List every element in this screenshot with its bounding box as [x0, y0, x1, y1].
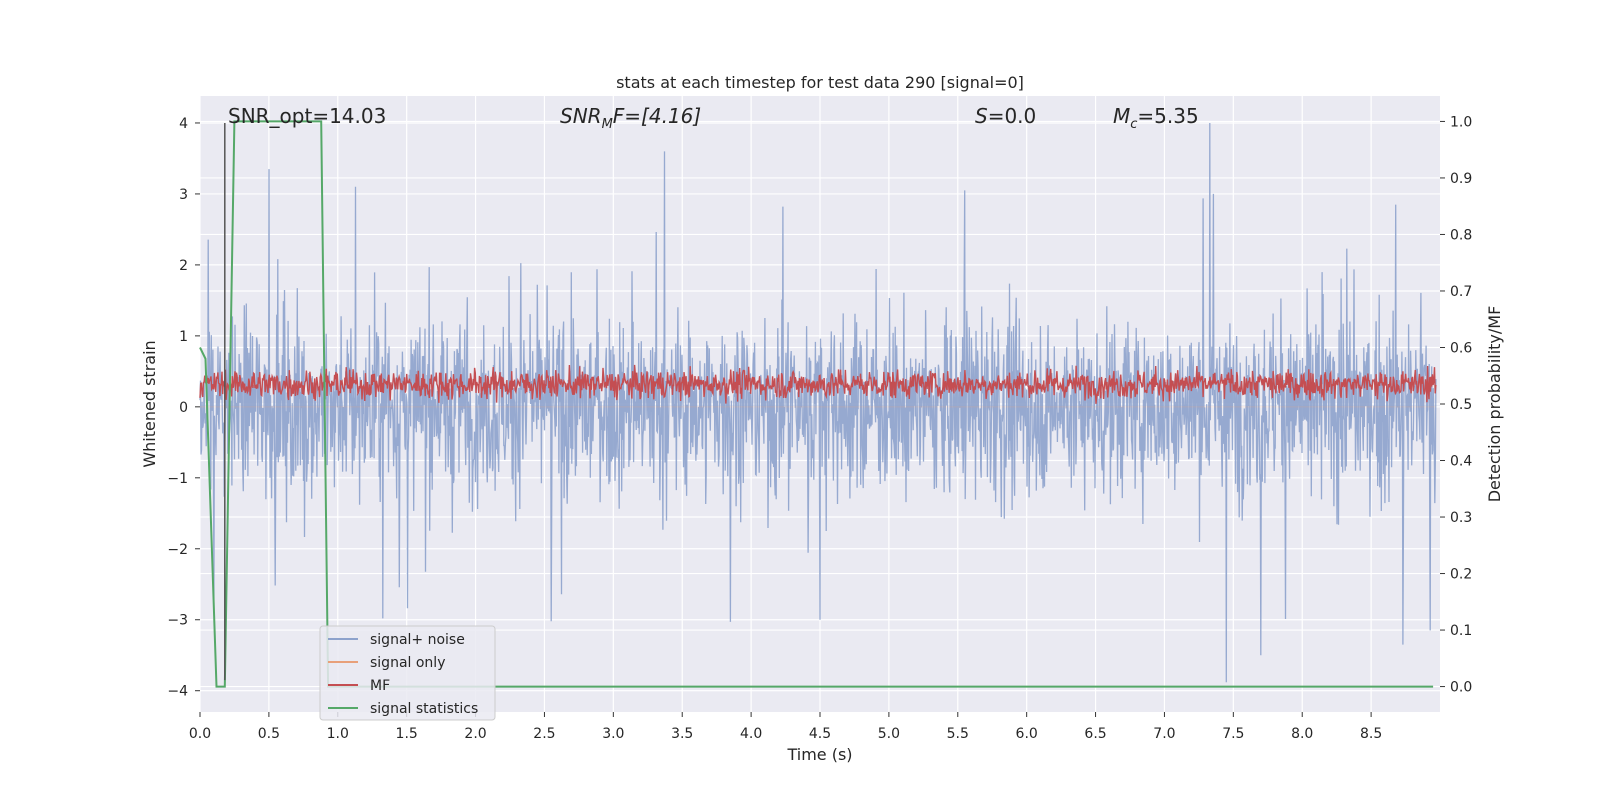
x-tick-label: 4.5: [809, 726, 831, 742]
annotation-mc-symbol: M: [1113, 104, 1130, 128]
annotation-snr-opt: SNR_opt=14.03: [228, 104, 386, 128]
x-tick-label: 8.0: [1291, 726, 1313, 742]
x-tick-label: 4.0: [740, 726, 762, 742]
x-tick-label: 3.0: [602, 726, 624, 742]
chart-title: stats at each timestep for test data 290…: [616, 73, 1024, 92]
y2-tick-label: 0.6: [1450, 340, 1472, 356]
series-signal-statistics: [199, 120, 1434, 688]
legend-box: [319, 625, 496, 721]
y-axis-ticks: 4 3 2 1 0 −1 −2 −3 −4: [167, 116, 200, 700]
y2-tick-label: 0.7: [1450, 284, 1472, 300]
x-tick-label: 5.0: [878, 726, 900, 742]
x-tick-label: 2.0: [464, 726, 486, 742]
annotation-s-symbol: S: [975, 104, 988, 128]
y2-tick-label: 1.0: [1450, 114, 1472, 130]
y2-tick-label: 0.2: [1450, 567, 1472, 583]
x-tick-label: 1.0: [327, 726, 349, 742]
x-tick-label: 0.0: [189, 726, 211, 742]
y2-tick-label: 0.9: [1450, 171, 1472, 187]
series-mf: [199, 364, 1437, 404]
y-tick-label: 4: [179, 116, 188, 132]
x-tick-label: 6.0: [1016, 726, 1038, 742]
y2-tick-label: 0.1: [1450, 623, 1472, 639]
line-mf: [199, 364, 1437, 404]
y2-tick-label: 0.3: [1450, 510, 1472, 526]
annotation-mc-subscript: c: [1130, 117, 1137, 132]
annotation-snr-mf-value: F=[4.16]: [613, 104, 701, 128]
legend-label-mf: MF: [370, 678, 390, 694]
x-axis-label: Time (s): [786, 745, 852, 764]
legend-label-signal: signal only: [370, 655, 445, 671]
y2-tick-label: 0.8: [1450, 227, 1472, 243]
y-tick-label: 0: [179, 400, 188, 416]
x-tick-label: 2.5: [533, 726, 555, 742]
line-signal-statistics: [199, 120, 1434, 688]
y-tick-label: −2: [167, 542, 188, 558]
y-tick-label: 2: [179, 258, 188, 274]
annotation-snr-mf-subscript: M: [602, 117, 613, 132]
y2-axis-label: Detection probability/MF: [1485, 306, 1504, 503]
x-tick-label: 6.5: [1084, 726, 1106, 742]
legend-label-noise: signal+ noise: [370, 632, 465, 648]
x-tick-label: 1.5: [396, 726, 418, 742]
y2-tick-label: 0.5: [1450, 397, 1472, 413]
y2-axis-ticks: 1.0 0.9 0.8 0.7 0.6 0.5 0.4 0.3 0.2 0.1 0.0: [1440, 114, 1472, 696]
x-tick-label: 5.5: [947, 726, 969, 742]
y-tick-label: −4: [167, 684, 188, 700]
plot-area: [199, 96, 1440, 712]
annotation-mc-value: =5.35: [1137, 104, 1198, 128]
y-tick-label: 3: [179, 187, 188, 203]
y-tick-label: −3: [167, 613, 188, 629]
y2-tick-label: 0.4: [1450, 454, 1472, 470]
series-signal-noise: [199, 122, 1437, 683]
y-axis-label: Whitened strain: [140, 340, 159, 467]
x-tick-label: 7.5: [1222, 726, 1244, 742]
annotation-s-value: =0.0: [988, 104, 1037, 128]
legend: signal+ noise signal only MF signal stat…: [319, 625, 496, 721]
y-tick-label: −1: [167, 471, 188, 487]
line-signal-noise: [199, 122, 1437, 683]
annotation-snr-mf: SNRMF=[4.16]: [560, 104, 701, 132]
annotation-s: S=0.0: [975, 104, 1036, 128]
x-axis-ticks: 0.0 0.5 1.0 1.5 2.0 2.5 3.0 3.5 4.0 4.5 5.0 5.5 6.0 6…: [189, 712, 1382, 742]
x-tick-label: 7.0: [1153, 726, 1175, 742]
y-tick-label: 1: [179, 329, 188, 345]
x-tick-label: 0.5: [258, 726, 280, 742]
y2-tick-label: 0.0: [1450, 680, 1472, 696]
annotation-mc: Mc=5.35: [1113, 104, 1199, 132]
x-tick-label: 8.5: [1360, 726, 1382, 742]
x-tick-label: 3.5: [671, 726, 693, 742]
legend-label-stat: signal statistics: [370, 701, 478, 717]
annotation-snr-mf-symbol: SNR: [560, 104, 602, 128]
